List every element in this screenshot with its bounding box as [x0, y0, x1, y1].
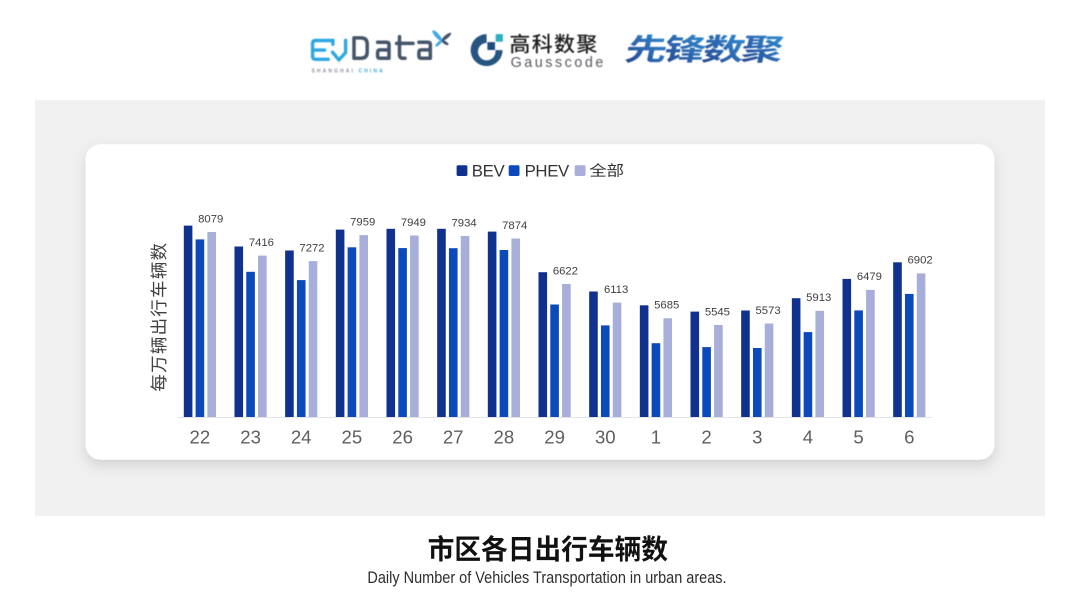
svg-text:1: 1	[651, 427, 661, 448]
svg-text:26: 26	[392, 427, 413, 448]
svg-text:5: 5	[853, 427, 863, 448]
svg-text:6479: 6479	[857, 271, 882, 283]
svg-text:7272: 7272	[299, 242, 324, 254]
svg-text:6: 6	[904, 427, 914, 448]
svg-text:6902: 6902	[908, 255, 933, 267]
svg-text:7949: 7949	[401, 217, 426, 229]
svg-text:Daily Number of Vehicles Trans: Daily Number of Vehicles Transportation …	[367, 569, 726, 587]
svg-text:23: 23	[240, 427, 261, 448]
svg-text:BEV: BEV	[472, 161, 506, 180]
svg-text:29: 29	[544, 427, 565, 448]
svg-text:7934: 7934	[452, 217, 477, 229]
svg-text:24: 24	[291, 427, 312, 448]
svg-text:4: 4	[803, 427, 813, 448]
svg-text:7416: 7416	[249, 237, 274, 249]
svg-text:SHANGHAI CHINA: SHANGHAI CHINA	[312, 69, 385, 75]
svg-text:28: 28	[494, 427, 515, 448]
svg-text:6622: 6622	[553, 265, 578, 277]
svg-text:3: 3	[752, 427, 762, 448]
svg-text:5685: 5685	[654, 300, 679, 312]
svg-text:2: 2	[701, 427, 711, 448]
svg-text:30: 30	[595, 427, 616, 448]
svg-text:8079: 8079	[198, 213, 223, 225]
svg-text:27: 27	[443, 427, 464, 448]
svg-text:5573: 5573	[756, 305, 781, 317]
svg-text:PHEV: PHEV	[525, 161, 570, 180]
svg-text:7959: 7959	[350, 216, 375, 228]
svg-text:6113: 6113	[604, 284, 628, 296]
svg-text:5545: 5545	[705, 306, 730, 318]
svg-text:22: 22	[190, 427, 211, 448]
svg-text:Gausscode: Gausscode	[511, 55, 606, 71]
svg-text:25: 25	[342, 427, 363, 448]
svg-text:5913: 5913	[806, 292, 831, 304]
svg-text:7874: 7874	[502, 220, 527, 232]
